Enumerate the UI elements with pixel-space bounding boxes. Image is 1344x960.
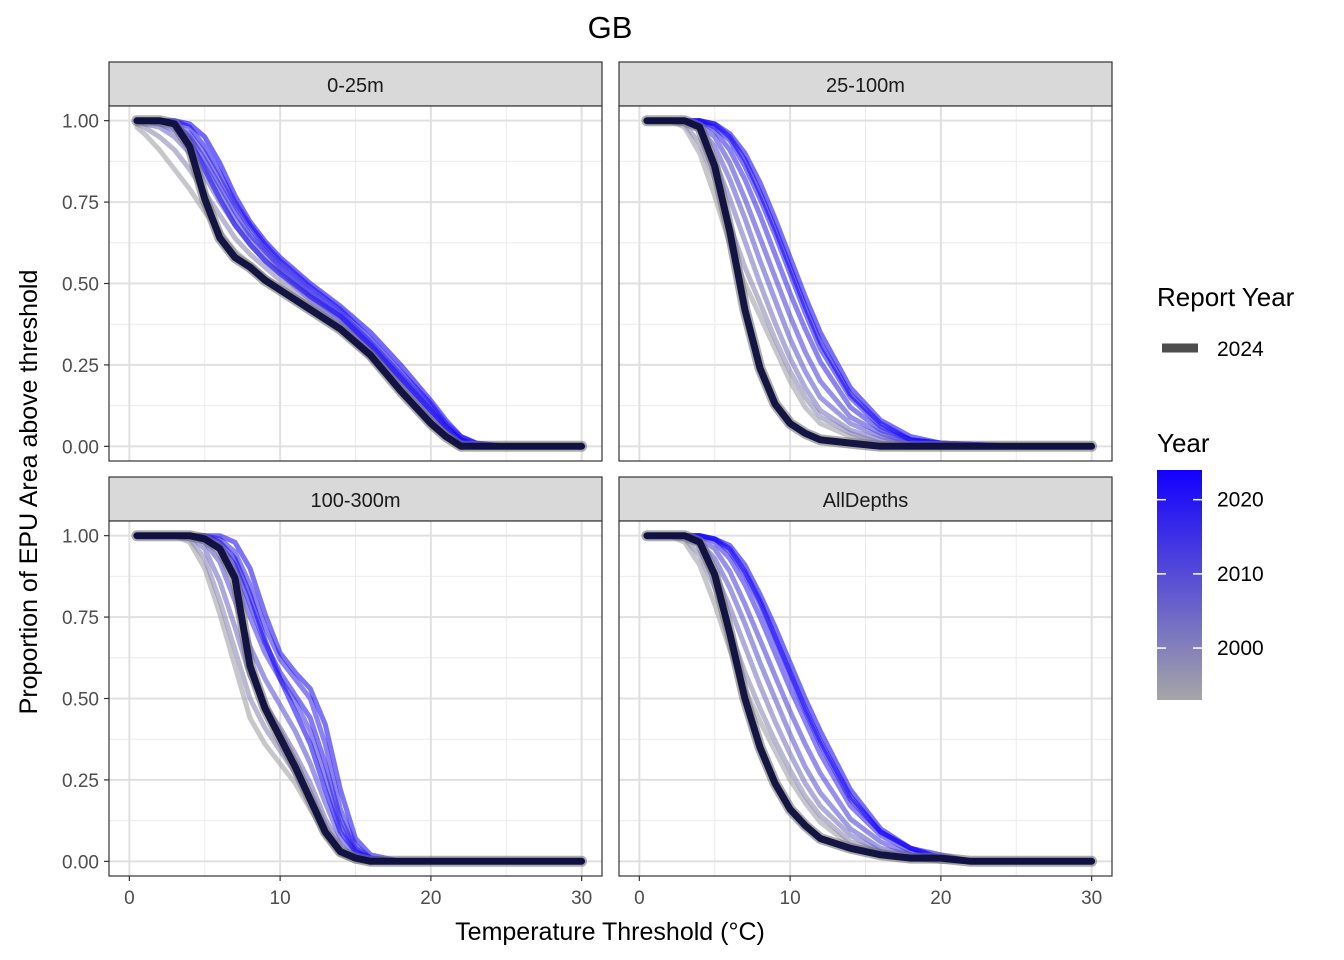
x-tick-label: 30 — [1081, 888, 1102, 909]
facet-panel-alldepths: AllDepths 0 10 20 30 — [618, 476, 1113, 909]
panel-border — [618, 105, 1113, 462]
facet-panel-100-300m: 100-300m 0.00 0.25 0.50 0.75 1.00 0 10 20 30 — [62, 476, 603, 909]
facet-panel-25-100m: 25-100m — [618, 61, 1113, 462]
legend-year-ticks: 2000 2010 2020 — [1157, 489, 1264, 660]
y-tick-label: 0.75 — [62, 193, 99, 214]
y-tick-label: 0.50 — [62, 690, 99, 711]
panel-border — [618, 520, 1113, 877]
legend-year-title: Year — [1157, 428, 1210, 458]
x-tick-label: 10 — [270, 888, 291, 909]
x-tick-label: 0 — [124, 888, 135, 909]
legend-year-colorbar — [1157, 470, 1202, 700]
facet-strip-label: 0-25m — [327, 75, 384, 97]
series-line-report-year-2024 — [643, 532, 1096, 865]
facet-strip-label: AllDepths — [823, 490, 909, 512]
x-tick-label: 20 — [420, 888, 441, 909]
y-tick-label: 0.25 — [62, 356, 99, 377]
series-line-report-year-2024 — [133, 532, 586, 865]
facet-strip — [108, 61, 603, 107]
facet-panels: 0-25m 0.00 0.25 0.50 0.75 1.00 25-100m 100-300m… — [62, 61, 1113, 909]
x-tick-label: 20 — [930, 888, 951, 909]
x-tick-label: 30 — [571, 888, 592, 909]
colorbar-tick-label: 2010 — [1217, 563, 1264, 586]
legend-report-year: Report Year 2024 — [1157, 282, 1295, 361]
legend-year: Year 2000 2010 2020 — [1157, 428, 1264, 700]
y-tick-label: 0.00 — [62, 437, 99, 458]
y-tick-label: 1.00 — [62, 527, 99, 548]
facet-strip-label: 25-100m — [826, 75, 905, 97]
chart-title: GB — [588, 10, 633, 45]
legend-report-year-label: 2024 — [1217, 338, 1264, 361]
facet-strip — [108, 476, 603, 522]
y-tick-label: 0.50 — [62, 275, 99, 296]
series-line-report-year-2024 — [133, 117, 586, 450]
x-axis-label: Temperature Threshold (°C) — [455, 918, 765, 946]
series-line-report-year-2024 — [643, 117, 1096, 450]
legend-report-year-title: Report Year — [1157, 282, 1295, 312]
colorbar-tick-label: 2000 — [1217, 637, 1264, 660]
facet-strip-label: 100-300m — [310, 490, 400, 512]
y-tick-label: 0.25 — [62, 771, 99, 792]
y-tick-label: 0.00 — [62, 852, 99, 873]
facet-panel-0-25m: 0-25m 0.00 0.25 0.50 0.75 1.00 — [62, 61, 603, 462]
colorbar-tick-label: 2020 — [1217, 489, 1264, 512]
y-axis-label: Proportion of EPU Area above threshold — [15, 270, 43, 715]
x-tick-label: 10 — [780, 888, 801, 909]
x-tick-label: 0 — [634, 888, 645, 909]
y-tick-label: 1.00 — [62, 112, 99, 133]
facet-strip — [618, 476, 1113, 522]
y-tick-label: 0.75 — [62, 608, 99, 629]
